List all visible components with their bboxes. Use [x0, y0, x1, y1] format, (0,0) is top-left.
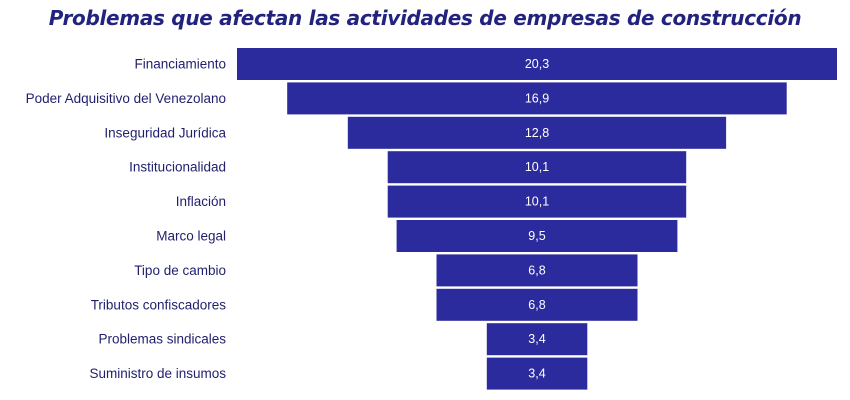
category-labels-group: Financiamiento Poder Adquisitivo del Vene… [26, 57, 227, 382]
category-label: Financiamiento [134, 57, 226, 72]
value-label: 16,9 [525, 91, 549, 105]
category-label: Tipo de cambio [134, 263, 226, 278]
category-label: Poder Adquisitivo del Venezolano [26, 91, 226, 106]
category-label: Marco legal [156, 229, 226, 244]
category-label: Tributos confiscadores [91, 297, 227, 312]
value-labels-group: 20,3 16,9 12,8 10,1 10,1 9,5 6,8 6,8 3,4 3,4 [525, 57, 549, 381]
bars-group [237, 48, 837, 390]
value-label: 3,4 [528, 332, 545, 346]
value-label: 3,4 [528, 367, 545, 381]
bar-6 [396, 220, 678, 252]
value-label: 12,8 [525, 126, 549, 140]
value-label: 6,8 [528, 298, 545, 312]
bar-2 [287, 82, 787, 115]
bar-8 [436, 288, 638, 321]
bar-10 [486, 357, 588, 390]
bar-5 [387, 185, 687, 218]
category-label: Suministro de insumos [89, 366, 226, 381]
bar-7 [436, 254, 638, 287]
category-label: Inflación [176, 194, 226, 209]
chart-title: Problemas que afectan las actividades de… [48, 6, 802, 30]
category-label: Institucionalidad [129, 160, 226, 175]
category-label: Inseguridad Jurídica [104, 125, 226, 140]
bar-9 [486, 323, 588, 356]
category-label: Problemas sindicales [98, 332, 226, 347]
value-label: 9,5 [528, 229, 545, 243]
value-label: 10,1 [525, 195, 549, 209]
bar-3 [347, 116, 727, 149]
value-label: 10,1 [525, 160, 549, 174]
value-label: 6,8 [528, 263, 545, 277]
bar-1 [237, 48, 837, 80]
bar-4 [387, 151, 687, 184]
value-label: 20,3 [525, 57, 549, 71]
